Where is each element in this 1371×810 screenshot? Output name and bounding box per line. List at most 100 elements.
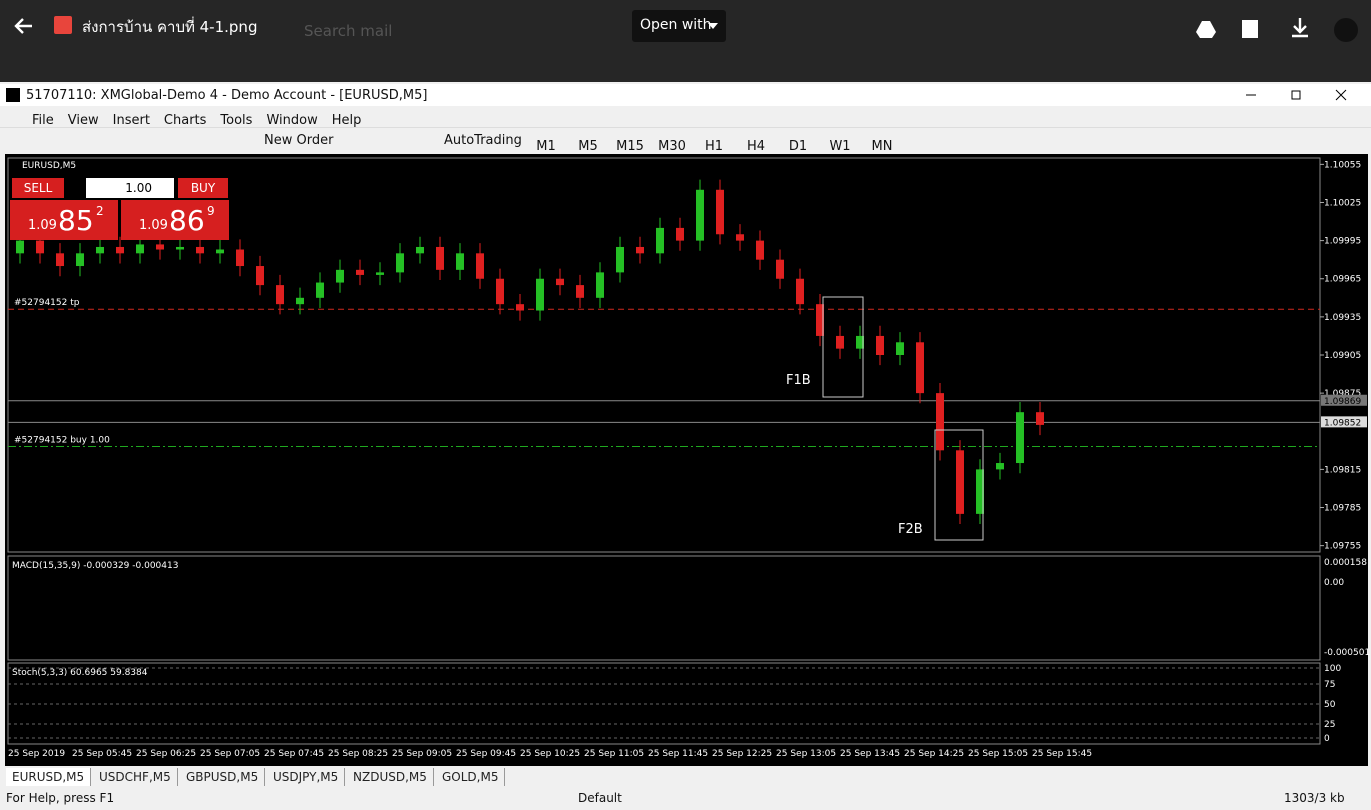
menu-item[interactable]: View xyxy=(67,113,99,128)
price-line-label: 1.09869 xyxy=(1324,397,1361,407)
candle-body xyxy=(516,304,524,311)
viewer-bar: ส่งการบ้าน คาบที่ 4-1.png Search mail Op… xyxy=(0,0,1371,82)
x-tick-label: 25 Sep 14:25 xyxy=(904,749,964,759)
menu-item[interactable]: Charts xyxy=(163,113,207,128)
candle-body xyxy=(76,253,84,267)
candle-body xyxy=(296,297,304,305)
timeframe-button[interactable]: MN xyxy=(871,139,893,154)
candle-body xyxy=(596,272,604,298)
candle-body xyxy=(336,269,344,283)
candle-body xyxy=(416,246,424,254)
candle-body xyxy=(836,335,844,349)
order-label: #52794152 tp xyxy=(14,298,80,308)
x-tick-label: 25 Sep 10:25 xyxy=(520,749,580,759)
x-tick-label: 25 Sep 2019 xyxy=(8,749,65,759)
avatar[interactable] xyxy=(1334,18,1358,42)
stoch-label: Stoch(5,3,3) 60.6965 59.8384 xyxy=(12,668,148,678)
timeframe-button[interactable]: H4 xyxy=(746,139,766,154)
candle-body xyxy=(576,285,584,298)
viewer-actions xyxy=(1196,18,1358,42)
window-title: 51707110: XMGlobal-Demo 4 - Demo Account… xyxy=(26,88,428,103)
chart-tab[interactable]: GBPUSD,M5 xyxy=(180,768,266,786)
lot-input[interactable]: 1.00 xyxy=(86,178,174,198)
x-tick-label: 25 Sep 06:25 xyxy=(136,749,196,759)
chart-tab[interactable]: NZDUSD,M5 xyxy=(347,768,434,786)
sell-points: 2 xyxy=(96,204,104,218)
sell-price[interactable]: 1.09 85 2 xyxy=(10,200,118,240)
candle-body xyxy=(456,253,464,270)
candle-body xyxy=(316,282,324,298)
macd-frame xyxy=(7,555,1321,661)
x-tick-label: 25 Sep 07:05 xyxy=(200,749,260,759)
status-profile: Default xyxy=(578,791,622,805)
candle-body xyxy=(56,253,64,267)
open-with-button[interactable]: Open with xyxy=(632,10,726,42)
candle-body xyxy=(116,246,124,254)
sell-button[interactable]: SELL xyxy=(12,178,64,198)
y-tick-label: 1.09815 xyxy=(1324,465,1361,475)
menu-bar: File View Insert Charts Tools Window Help xyxy=(32,109,375,128)
candle-body xyxy=(36,240,44,254)
timeframe-button[interactable]: M1 xyxy=(536,139,556,154)
candle-body xyxy=(616,246,624,273)
candle-body xyxy=(756,240,764,260)
file-icon xyxy=(54,16,72,34)
chart-tab[interactable]: USDCHF,M5 xyxy=(93,768,178,786)
x-tick-label: 25 Sep 07:45 xyxy=(264,749,324,759)
drive-icon[interactable] xyxy=(1196,21,1216,38)
back-button[interactable] xyxy=(12,14,36,38)
x-tick-label: 25 Sep 13:05 xyxy=(776,749,836,759)
timeframe-button[interactable]: M30 xyxy=(658,139,686,154)
buy-button[interactable]: BUY xyxy=(178,178,228,198)
candle-body xyxy=(896,342,904,355)
menu-item[interactable]: Insert xyxy=(112,113,150,128)
f1b-box xyxy=(822,296,864,398)
symbol-label: EURUSD,M5 xyxy=(22,161,76,171)
menu-item[interactable]: Tools xyxy=(220,113,253,128)
stoch-tick-label: 25 xyxy=(1324,720,1335,730)
x-tick-label: 25 Sep 05:45 xyxy=(72,749,132,759)
chart-tab[interactable]: GOLD,M5 xyxy=(436,768,506,786)
x-tick-label: 25 Sep 11:05 xyxy=(584,749,644,759)
annotation: F1B xyxy=(786,373,811,388)
menu-item[interactable]: Window xyxy=(266,113,318,128)
timeframe-button[interactable]: D1 xyxy=(788,139,808,154)
macd-tick-label: 0.000158 xyxy=(1324,558,1367,568)
candle-body xyxy=(916,342,924,394)
chart-tab[interactable]: USDJPY,M5 xyxy=(267,768,346,786)
x-tick-label: 25 Sep 15:05 xyxy=(968,749,1028,759)
candle-body xyxy=(356,269,364,275)
download-icon[interactable] xyxy=(1292,18,1308,38)
y-tick-label: 1.09755 xyxy=(1324,542,1361,552)
new-order-button[interactable]: New Order xyxy=(264,133,334,148)
candle-body xyxy=(976,469,984,514)
macd-tick-label: -0.000501 xyxy=(1324,648,1370,658)
stoch-tick-label: 0 xyxy=(1324,734,1330,744)
print-icon[interactable] xyxy=(1242,20,1258,38)
timeframe-button[interactable]: M5 xyxy=(578,139,598,154)
buy-points: 9 xyxy=(207,204,215,218)
candle-body xyxy=(216,249,224,254)
menu-item[interactable]: Help xyxy=(331,113,362,128)
window-control-icons[interactable] xyxy=(1246,89,1347,101)
candle-body xyxy=(156,244,164,250)
sell-pips: 85 xyxy=(58,204,94,237)
annotation: F2B xyxy=(898,522,923,537)
candle-body xyxy=(136,244,144,254)
file-name: ส่งการบ้าน คาบที่ 4-1.png xyxy=(82,18,258,36)
chart-tab[interactable]: EURUSD,M5 xyxy=(6,768,92,786)
x-tick-label: 25 Sep 09:45 xyxy=(456,749,516,759)
menu-item[interactable]: File xyxy=(32,113,54,128)
candle-body xyxy=(376,272,384,275)
candle-body xyxy=(396,253,404,273)
candle-body xyxy=(256,266,264,286)
autotrading-button[interactable]: AutoTrading xyxy=(444,133,522,148)
timeframe-button[interactable]: M15 xyxy=(616,139,644,154)
price-line-tag xyxy=(1321,394,1367,406)
timeframe-button[interactable]: H1 xyxy=(704,139,724,154)
price-line-label: 1.09852 xyxy=(1324,418,1361,428)
buy-price[interactable]: 1.09 86 9 xyxy=(121,200,229,240)
timeframe-button[interactable]: W1 xyxy=(829,139,851,154)
candle-body xyxy=(776,259,784,279)
candle-body xyxy=(196,246,204,254)
